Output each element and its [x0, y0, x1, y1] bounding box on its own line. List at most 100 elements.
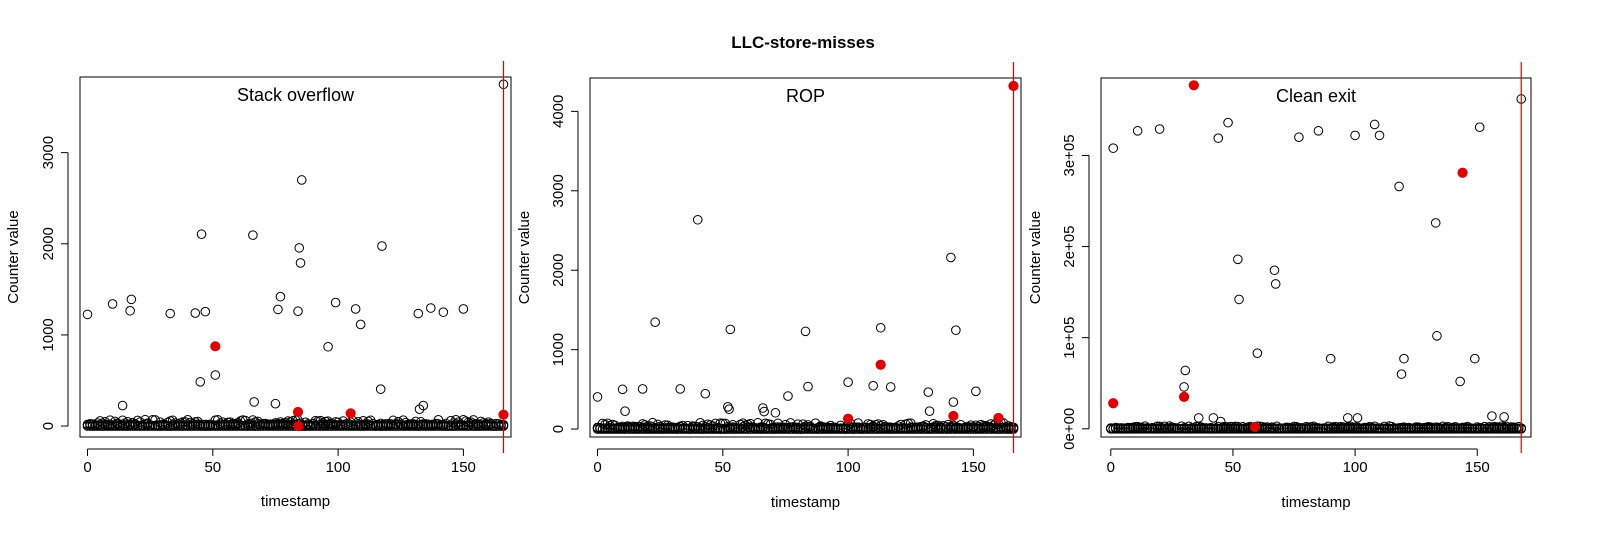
data-point — [1479, 421, 1490, 432]
series-attack — [1108, 80, 1468, 433]
figure-title: LLC-store-misses — [731, 33, 875, 52]
data-point — [250, 421, 261, 431]
data-point — [1132, 126, 1143, 136]
baseline-points — [592, 417, 1019, 434]
x-axis-label: timestamp — [261, 493, 330, 510]
x-tick-label: 100 — [1343, 459, 1368, 476]
data-point — [848, 424, 858, 434]
data-point — [443, 421, 454, 431]
data-point — [1513, 421, 1524, 432]
data-point — [718, 418, 728, 429]
data-point — [195, 377, 206, 387]
data-point — [1130, 421, 1141, 432]
data-point — [946, 252, 956, 263]
data-point — [200, 421, 211, 431]
data-point — [1399, 353, 1409, 364]
data-point — [1191, 421, 1202, 432]
data-point — [355, 319, 366, 330]
data-point — [451, 414, 461, 425]
data-point — [375, 384, 386, 394]
data-point — [458, 414, 469, 425]
data-point — [1394, 181, 1404, 192]
attack-point — [292, 406, 304, 418]
data-point — [803, 381, 813, 392]
data-point — [438, 307, 449, 317]
data-point — [1430, 218, 1441, 228]
x-axis: 0 50 100 150 — [83, 448, 476, 476]
data-point — [1270, 279, 1281, 289]
plot-frame — [1100, 77, 1532, 438]
data-point — [1325, 353, 1336, 364]
data-point — [843, 377, 853, 387]
x-tick-label: 150 — [451, 459, 476, 476]
data-point — [1252, 348, 1263, 358]
y-tick-label: 3000 — [550, 174, 567, 207]
data-point — [1352, 413, 1363, 423]
data-point — [107, 299, 118, 309]
data-point — [323, 341, 333, 352]
data-point — [910, 422, 921, 433]
y-tick-label: 3e+05 — [1061, 134, 1078, 176]
x-axis: 0 50 100 150 — [1107, 448, 1490, 476]
data-point — [488, 421, 499, 431]
data-point — [868, 380, 878, 391]
x-axis-label: timestamp — [1281, 494, 1350, 511]
panel-2: ROP 0 50 100 150 timestamp 0 1000 2000 3000 4000 Co… — [516, 62, 1022, 511]
data-point — [197, 419, 208, 430]
baseline-points — [82, 414, 509, 431]
data-point — [1379, 421, 1390, 432]
data-point — [783, 391, 793, 401]
data-point — [800, 326, 811, 337]
data-point — [249, 397, 259, 407]
x-tick-label: 150 — [1465, 459, 1490, 476]
data-point — [380, 421, 391, 431]
data-point — [1233, 254, 1243, 265]
data-point — [1218, 421, 1228, 432]
x-tick-label: 0 — [593, 459, 601, 476]
data-point — [855, 424, 866, 434]
x-tick-label: 0 — [1107, 459, 1115, 476]
y-tick-label: 1000 — [40, 318, 57, 351]
data-point — [1501, 421, 1512, 432]
data-point — [725, 324, 736, 335]
attack-point — [993, 412, 1004, 424]
data-point — [1154, 421, 1165, 432]
data-point — [270, 398, 281, 409]
data-point — [165, 421, 176, 431]
data-point — [426, 303, 436, 313]
data-point — [383, 419, 394, 429]
data-point — [928, 422, 939, 432]
attack-point — [210, 341, 221, 352]
data-point — [150, 415, 160, 425]
attack-point — [345, 408, 356, 419]
data-point — [491, 421, 501, 431]
data-point — [617, 384, 628, 395]
data-point — [294, 243, 305, 253]
attack-point — [1249, 421, 1261, 433]
data-point — [1432, 331, 1442, 341]
panel-3: Clean exit 0 50 100 150 timestamp 0e+00 1e+05 2e… — [1027, 62, 1532, 511]
data-point — [1159, 421, 1170, 432]
data-point — [375, 421, 386, 431]
data-point — [377, 241, 387, 251]
y-axis-label: Counter value — [516, 211, 533, 304]
data-point — [1450, 421, 1461, 432]
data-point — [368, 418, 378, 429]
data-point — [1470, 353, 1480, 364]
data-point — [1176, 421, 1187, 431]
data-point — [446, 415, 456, 426]
data-point — [196, 229, 207, 240]
data-point — [1374, 130, 1385, 141]
data-point — [126, 294, 137, 305]
data-point — [190, 308, 201, 318]
y-axis: 0 1000 2000 3000 4000 — [550, 95, 579, 433]
data-point — [1443, 421, 1453, 432]
plot-frame — [589, 77, 1022, 438]
data-point — [117, 400, 128, 411]
data-point — [140, 421, 150, 431]
data-point — [1237, 421, 1248, 432]
data-point — [770, 407, 781, 418]
baseline-points — [1105, 421, 1527, 434]
